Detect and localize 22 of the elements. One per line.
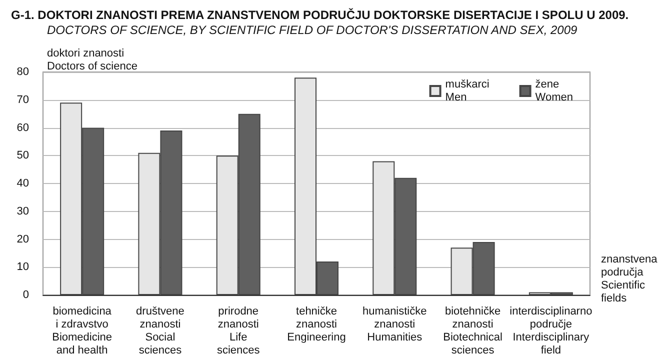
x-tick-label: društvene znanosti Social sciences <box>136 306 184 356</box>
legend-label: muškarci Men <box>445 78 490 104</box>
y-tick-label: 80 <box>16 66 29 78</box>
y-tick-label: 40 <box>16 178 29 190</box>
x-tick-label: interdisciplinarno područje Interdisciplinary field <box>510 306 592 356</box>
x-tick-label: biomedicina i zdravstvo Biomedicine and health <box>52 306 112 356</box>
x-tick-label: humanističke znanosti Humanities <box>362 306 427 344</box>
y-tick-label: 20 <box>16 233 29 246</box>
x-tick-label: tehničke znanosti Engineering <box>287 306 346 344</box>
y-tick-label: 70 <box>16 94 29 106</box>
chart-title: G-1. DOKTORI ZNANOSTI PREMA ZNANSTVENOM PODRUČJU DOKTORSKE DISERTACIJE I SPOLU U 2009. <box>11 8 629 22</box>
x-tick-label: prirodne znanosti Life sciences <box>216 306 260 356</box>
y-tick-label: 30 <box>16 205 29 218</box>
y-tick-label: 50 <box>16 150 29 162</box>
x-tick-label: biotehničke znanosti Biotechnical sciences <box>443 306 502 356</box>
y-tick-label: 60 <box>16 122 29 134</box>
x-axis-title: znanstvena područja Scientific fields <box>601 254 658 304</box>
legend-label: žene Women <box>535 78 574 104</box>
y-tick-label: 0 <box>22 289 29 301</box>
chart-subtitle: DOCTORS OF SCIENCE, BY SCIENTIFIC FIELD OF DOCTOR'S DISSERTATION AND SEX, 2009 <box>47 23 578 37</box>
y-tick-label: 10 <box>16 261 29 274</box>
y-axis-title: doktori znanosti Doctors of science <box>47 48 138 72</box>
